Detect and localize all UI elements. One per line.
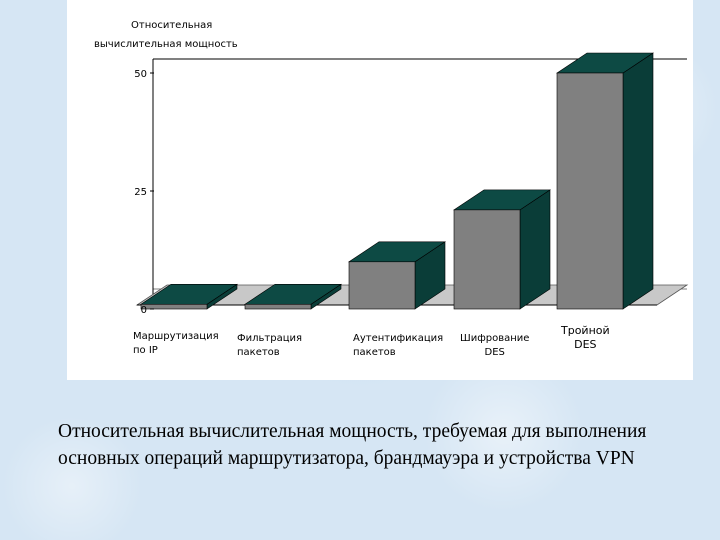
bar-front: [556, 72, 624, 310]
bar-side: [622, 52, 654, 310]
bar-side: [519, 189, 551, 310]
y-tick-label: 0: [141, 305, 147, 316]
y-tick-label: 50: [134, 69, 147, 80]
bar-front: [348, 261, 416, 310]
bar-1: [140, 283, 238, 310]
category-label-5: Тройной DES: [561, 324, 610, 351]
bar-2: [244, 283, 342, 310]
y-tick-label: 25: [134, 187, 147, 198]
slide-caption: Относительная вычислительная мощность, т…: [58, 421, 647, 469]
chart-title-line-1: Относительная: [131, 20, 212, 31]
category-label-1: Маршрутизация по IP: [133, 331, 219, 356]
bar-3: [348, 241, 446, 310]
bar-front: [140, 303, 208, 310]
bar-chart: 0 25 50 Относительная вычислительная мощно…: [94, 20, 689, 316]
bar-5: [556, 52, 654, 310]
bar-front: [453, 209, 521, 310]
category-label-4: Шифрование DES: [460, 333, 530, 358]
category-label-2: Фильтрация пакетов: [237, 333, 303, 358]
bar-4: [453, 189, 551, 310]
category-label-3: Аутентификация пакетов: [353, 333, 444, 358]
chart-title-line-2: вычислительная мощность: [94, 39, 238, 50]
chart-panel: 0 25 50 Относительная вычислительная мощно…: [67, 0, 693, 380]
bar-front: [244, 303, 312, 310]
